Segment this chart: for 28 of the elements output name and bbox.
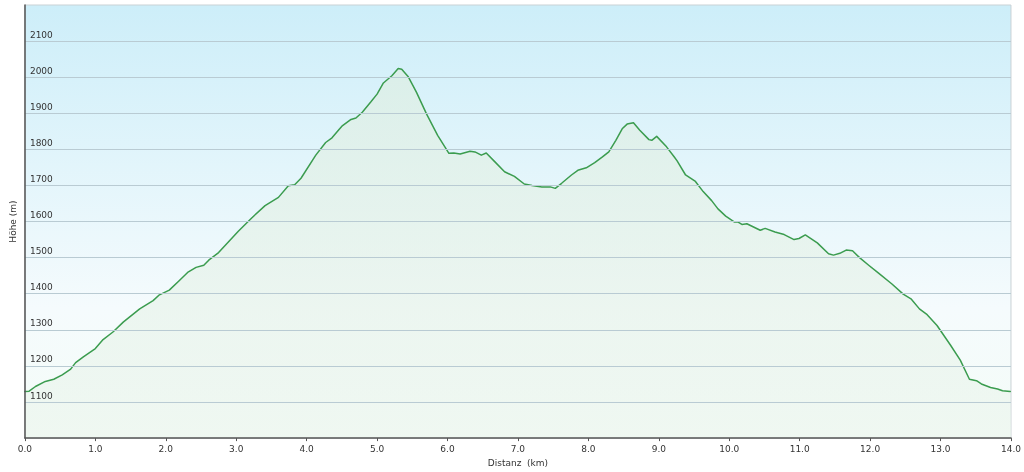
y-tick-label: 1900 [29,101,54,112]
y-tick-label: 2100 [29,29,54,40]
x-tick-label: 6.0 [440,443,455,454]
x-tick-label: 9.0 [651,443,667,454]
x-tick-label: 3.0 [229,443,244,454]
x-tick-label: 5.0 [369,443,385,454]
x-tick-label: 10.0 [719,443,740,454]
x-tick-label: 0.0 [17,443,33,454]
x-tick-label: 1.0 [88,443,103,454]
y-tick-label: 1100 [29,390,54,401]
y-tick-label: 1800 [29,137,54,148]
y-tick-label: 1700 [29,173,54,184]
y-tick-label: 2000 [29,65,54,76]
x-tick-label: 7.0 [510,443,526,454]
y-tick-label: 1200 [29,354,54,365]
x-tick-label: 12.0 [860,443,881,454]
x-tick-label: 8.0 [581,443,596,454]
x-tick-label: 2.0 [158,443,174,454]
y-tick-label: 1400 [29,282,54,293]
y-tick-label: 1300 [29,318,54,329]
x-tick-label: 11.0 [789,443,810,454]
x-axis-title: Distanz (km) [487,457,549,468]
y-tick-label: 1600 [29,210,54,221]
y-axis-title: Höhe (m) [7,200,18,243]
x-tick-label: 4.0 [299,443,315,454]
x-tick-label: 14.0 [1000,443,1022,454]
y-tick-label: 1500 [29,246,54,257]
x-tick-label: 13.0 [930,443,951,454]
